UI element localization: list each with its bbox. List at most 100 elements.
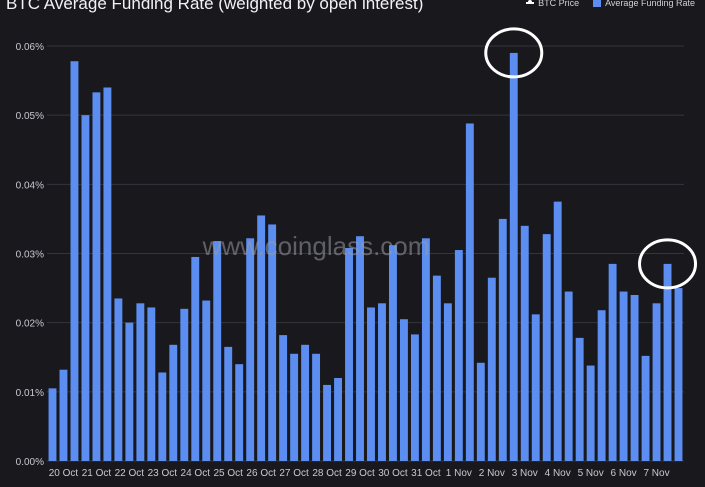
x-tick-label: 20 Oct bbox=[49, 468, 79, 479]
bar[interactable] bbox=[465, 123, 474, 461]
y-tick-label: 0.00% bbox=[16, 457, 44, 468]
bar[interactable] bbox=[290, 353, 299, 461]
bar[interactable] bbox=[48, 388, 57, 461]
bar[interactable] bbox=[70, 61, 79, 461]
bar[interactable] bbox=[498, 218, 507, 461]
bar[interactable] bbox=[147, 307, 156, 461]
highlight-circles bbox=[484, 27, 698, 290]
bar-swatch-icon bbox=[593, 0, 602, 7]
x-tick-label: 29 Oct bbox=[345, 468, 375, 479]
x-tick-label: 5 Nov bbox=[578, 468, 604, 479]
x-tick-label: 30 Oct bbox=[378, 468, 408, 479]
bar[interactable] bbox=[158, 372, 167, 461]
legend: BTC Price Average Funding Rate bbox=[526, 0, 695, 8]
y-tick-label: 0.02% bbox=[16, 319, 44, 330]
legend-label-btc-price: BTC Price bbox=[538, 0, 580, 8]
bar[interactable] bbox=[169, 344, 178, 461]
bar[interactable] bbox=[59, 369, 68, 461]
y-tick-label: 0.04% bbox=[16, 180, 44, 191]
legend-item-funding-rate[interactable]: Average Funding Rate bbox=[593, 0, 695, 8]
bar[interactable] bbox=[301, 344, 310, 461]
x-tick-label: 1 Nov bbox=[446, 468, 472, 479]
legend-label-funding-rate: Average Funding Rate bbox=[605, 0, 695, 8]
bar[interactable] bbox=[389, 245, 397, 461]
chart-title: BTC Average Funding Rate (weighted by op… bbox=[6, 0, 424, 13]
bar[interactable] bbox=[399, 319, 408, 461]
y-tick-label: 0.05% bbox=[16, 111, 44, 122]
highlight-circle bbox=[638, 238, 698, 290]
bar[interactable] bbox=[608, 263, 617, 461]
watermark: www.coinglass.com bbox=[202, 231, 430, 261]
bar[interactable] bbox=[553, 201, 562, 461]
bar[interactable] bbox=[191, 256, 200, 461]
x-tick-label: 26 Oct bbox=[246, 468, 276, 479]
bar[interactable] bbox=[92, 92, 101, 461]
bar[interactable] bbox=[509, 52, 518, 462]
bar[interactable] bbox=[356, 236, 364, 461]
y-axis-ticks: 0.00% 0.01% 0.02% 0.03% 0.04% 0.05% 0.06% bbox=[16, 42, 44, 468]
x-tick-label: 22 Oct bbox=[115, 468, 145, 479]
bar[interactable] bbox=[235, 364, 244, 461]
legend-item-btc-price[interactable]: BTC Price bbox=[526, 0, 579, 8]
bar[interactable] bbox=[312, 353, 321, 461]
bar[interactable] bbox=[246, 238, 255, 461]
bar[interactable] bbox=[432, 275, 441, 461]
bar[interactable] bbox=[652, 303, 661, 461]
x-tick-label: 3 Nov bbox=[512, 468, 538, 479]
bar[interactable] bbox=[323, 384, 332, 461]
x-tick-label: 24 Oct bbox=[181, 468, 211, 479]
bar[interactable] bbox=[641, 355, 650, 461]
y-tick-label: 0.06% bbox=[16, 42, 44, 53]
x-tick-label: 4 Nov bbox=[545, 468, 571, 479]
bar[interactable] bbox=[663, 263, 672, 461]
bar[interactable] bbox=[586, 365, 595, 461]
line-swatch-icon bbox=[526, 0, 535, 4]
bar[interactable] bbox=[443, 303, 452, 461]
bar[interactable] bbox=[619, 291, 628, 461]
bar[interactable] bbox=[334, 378, 342, 461]
bar[interactable] bbox=[367, 307, 375, 461]
bar[interactable] bbox=[597, 310, 606, 461]
x-tick-label: 6 Nov bbox=[611, 468, 637, 479]
bar[interactable] bbox=[213, 241, 222, 461]
bar[interactable] bbox=[125, 322, 134, 461]
highlight-circle bbox=[484, 27, 544, 79]
bar[interactable] bbox=[410, 334, 419, 461]
bar[interactable] bbox=[575, 337, 584, 461]
x-tick-label: 27 Oct bbox=[279, 468, 309, 479]
bar[interactable] bbox=[114, 298, 123, 461]
bar[interactable] bbox=[421, 238, 430, 461]
x-tick-label: 23 Oct bbox=[148, 468, 178, 479]
bar[interactable] bbox=[136, 303, 145, 461]
bar[interactable] bbox=[103, 87, 112, 462]
bar[interactable] bbox=[202, 300, 211, 461]
bar[interactable] bbox=[279, 335, 288, 461]
bar[interactable] bbox=[378, 303, 386, 461]
bar[interactable] bbox=[476, 362, 485, 461]
bar[interactable] bbox=[630, 295, 639, 461]
x-tick-label: 31 Oct bbox=[411, 468, 441, 479]
x-tick-label: 2 Nov bbox=[479, 468, 505, 479]
bar[interactable] bbox=[224, 346, 233, 461]
bar[interactable] bbox=[542, 234, 551, 461]
bar[interactable] bbox=[180, 308, 189, 461]
x-tick-label: 28 Oct bbox=[312, 468, 342, 479]
bars bbox=[48, 52, 683, 462]
bar[interactable] bbox=[564, 291, 573, 461]
x-tick-label: 21 Oct bbox=[82, 468, 112, 479]
bar[interactable] bbox=[345, 247, 353, 461]
bar[interactable] bbox=[268, 224, 277, 461]
bar[interactable] bbox=[531, 314, 540, 461]
bar[interactable] bbox=[520, 225, 529, 461]
bar[interactable] bbox=[487, 277, 496, 461]
x-tick-label: 25 Oct bbox=[213, 468, 243, 479]
bar[interactable] bbox=[257, 215, 266, 461]
bar[interactable] bbox=[454, 250, 463, 461]
x-axis-ticks: 20 Oct 21 Oct 22 Oct 23 Oct 24 Oct 25 Oct 26 O… bbox=[49, 468, 670, 479]
x-tick-label: 7 Nov bbox=[643, 468, 669, 479]
y-tick-label: 0.03% bbox=[16, 250, 44, 261]
bar[interactable] bbox=[674, 288, 683, 461]
bar[interactable] bbox=[81, 115, 90, 462]
y-tick-label: 0.01% bbox=[16, 388, 44, 399]
